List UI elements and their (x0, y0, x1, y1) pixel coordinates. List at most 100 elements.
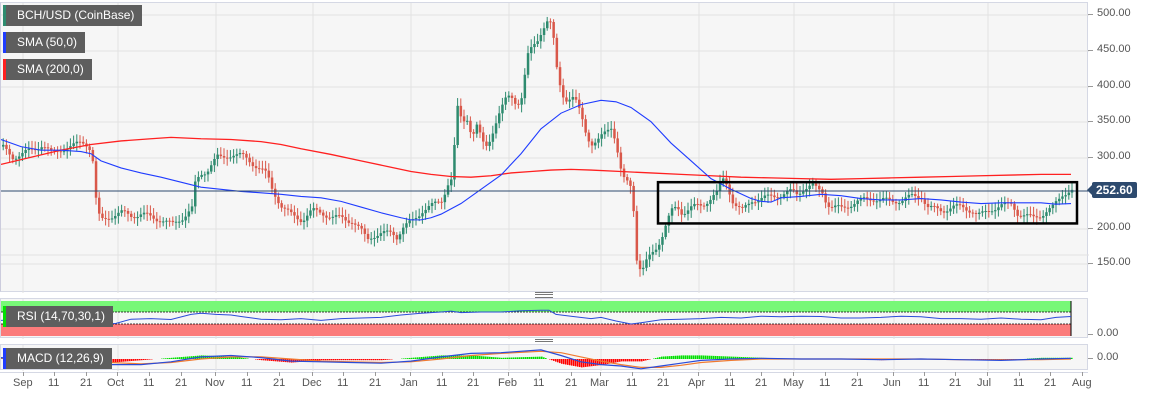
time-label: 11 (626, 377, 638, 389)
time-tick (1082, 372, 1083, 376)
macd-panel[interactable] (0, 344, 1088, 371)
time-tick (117, 372, 118, 376)
time-tick (761, 372, 762, 376)
time-tick (442, 372, 443, 376)
price-tick (1088, 50, 1093, 51)
macd-color-swatch (3, 348, 6, 369)
macd-axis-tick (1088, 358, 1093, 359)
time-label: Oct (107, 377, 125, 389)
time-label: Apr (688, 377, 706, 389)
time-tick (343, 372, 344, 376)
rsi-color-swatch (3, 306, 6, 327)
time-label: Jun (883, 377, 901, 389)
time-label: 21 (1044, 377, 1057, 389)
rsi-panel[interactable] (0, 298, 1088, 339)
time-tick (1019, 372, 1020, 376)
legend-sma50[interactable]: SMA (50,0) (3, 32, 86, 53)
time-label: Aug (1072, 377, 1092, 389)
time-tick (893, 372, 894, 376)
price-tick (1088, 263, 1093, 264)
time-tick (508, 372, 509, 376)
time-tick (181, 372, 182, 376)
time-tick (632, 372, 633, 376)
rsi-line (1, 309, 1072, 325)
candles (2, 16, 1074, 277)
time-axis-line (0, 372, 1088, 373)
price-chart-panel[interactable] (0, 2, 1089, 293)
candlestick-chart[interactable] (1, 3, 1089, 293)
sma200-color-swatch (3, 59, 6, 80)
time-label: 21 (273, 377, 286, 389)
rsi-overbought-zone (1, 301, 1071, 312)
legend-symbol[interactable]: BCH/USD (CoinBase) (3, 5, 143, 26)
time-label: Sep (13, 377, 33, 389)
time-label: May (783, 377, 804, 389)
time-label: 11 (819, 377, 831, 389)
time-tick (793, 372, 794, 376)
time-tick (149, 372, 150, 376)
sma50-color-swatch (3, 32, 6, 53)
time-tick (375, 372, 376, 376)
time-label: 21 (369, 377, 382, 389)
time-label: Jan (400, 377, 418, 389)
symbol-color-swatch (3, 5, 6, 26)
time-label: Jul (977, 377, 992, 389)
time-tick (473, 372, 474, 376)
macd-chart (1, 345, 1073, 371)
time-tick (86, 372, 87, 376)
time-tick (1050, 372, 1051, 376)
price-label: 500.00 (1097, 7, 1131, 19)
time-tick (23, 372, 24, 376)
legend-macd[interactable]: MACD (12,26,9) (3, 348, 112, 369)
price-tick (1088, 157, 1093, 158)
time-label: 21 (949, 377, 962, 389)
time-label: 21 (80, 377, 93, 389)
time-tick (539, 372, 540, 376)
legend-sma200[interactable]: SMA (200,0) (3, 59, 92, 80)
time-label: 11 (918, 377, 930, 389)
time-tick (279, 372, 280, 376)
pane-resize-handle-rsi[interactable] (535, 292, 553, 298)
legend-sma200-label: SMA (200,0) (17, 62, 84, 76)
macd-axis-value: 0.00 (1097, 351, 1119, 363)
time-tick (410, 372, 411, 376)
current-price-badge: 252.60 (1087, 182, 1137, 198)
time-label: 21 (565, 377, 578, 389)
time-tick (730, 372, 731, 376)
price-label: 400.00 (1097, 79, 1131, 91)
time-label: 11 (533, 377, 545, 389)
time-tick (247, 372, 248, 376)
rsi-axis-tick (1088, 334, 1093, 335)
time-label: 11 (436, 377, 448, 389)
time-label: 21 (851, 377, 864, 389)
time-label: 11 (337, 377, 349, 389)
legend-rsi[interactable]: RSI (14,70,30,1) (3, 306, 114, 327)
legend-sma50-label: SMA (50,0) (17, 35, 78, 49)
time-tick (698, 372, 699, 376)
price-label: 200.00 (1097, 221, 1131, 233)
time-label: 11 (143, 377, 155, 389)
time-tick (955, 372, 956, 376)
time-label: 11 (241, 377, 253, 389)
rsi-axis-value: 0.00 (1097, 327, 1119, 339)
time-label: 11 (724, 377, 736, 389)
time-tick (600, 372, 601, 376)
time-label: 11 (48, 377, 60, 389)
price-tick (1088, 121, 1093, 122)
price-label: 350.00 (1097, 114, 1131, 126)
time-tick (663, 372, 664, 376)
rsi-chart (1, 299, 1072, 339)
sma50-line (1, 99, 1072, 221)
time-tick (857, 372, 858, 376)
time-tick (571, 372, 572, 376)
price-label: 450.00 (1097, 43, 1131, 55)
price-tick (1088, 86, 1093, 87)
time-label: 21 (467, 377, 480, 389)
time-tick (987, 372, 988, 376)
consolidation-box-annotation[interactable] (656, 180, 1079, 225)
time-tick (312, 372, 313, 376)
legend-rsi-label: RSI (14,70,30,1) (17, 309, 106, 323)
price-tick (1088, 14, 1093, 15)
legend-symbol-label: BCH/USD (CoinBase) (17, 8, 135, 22)
time-label: 21 (755, 377, 768, 389)
